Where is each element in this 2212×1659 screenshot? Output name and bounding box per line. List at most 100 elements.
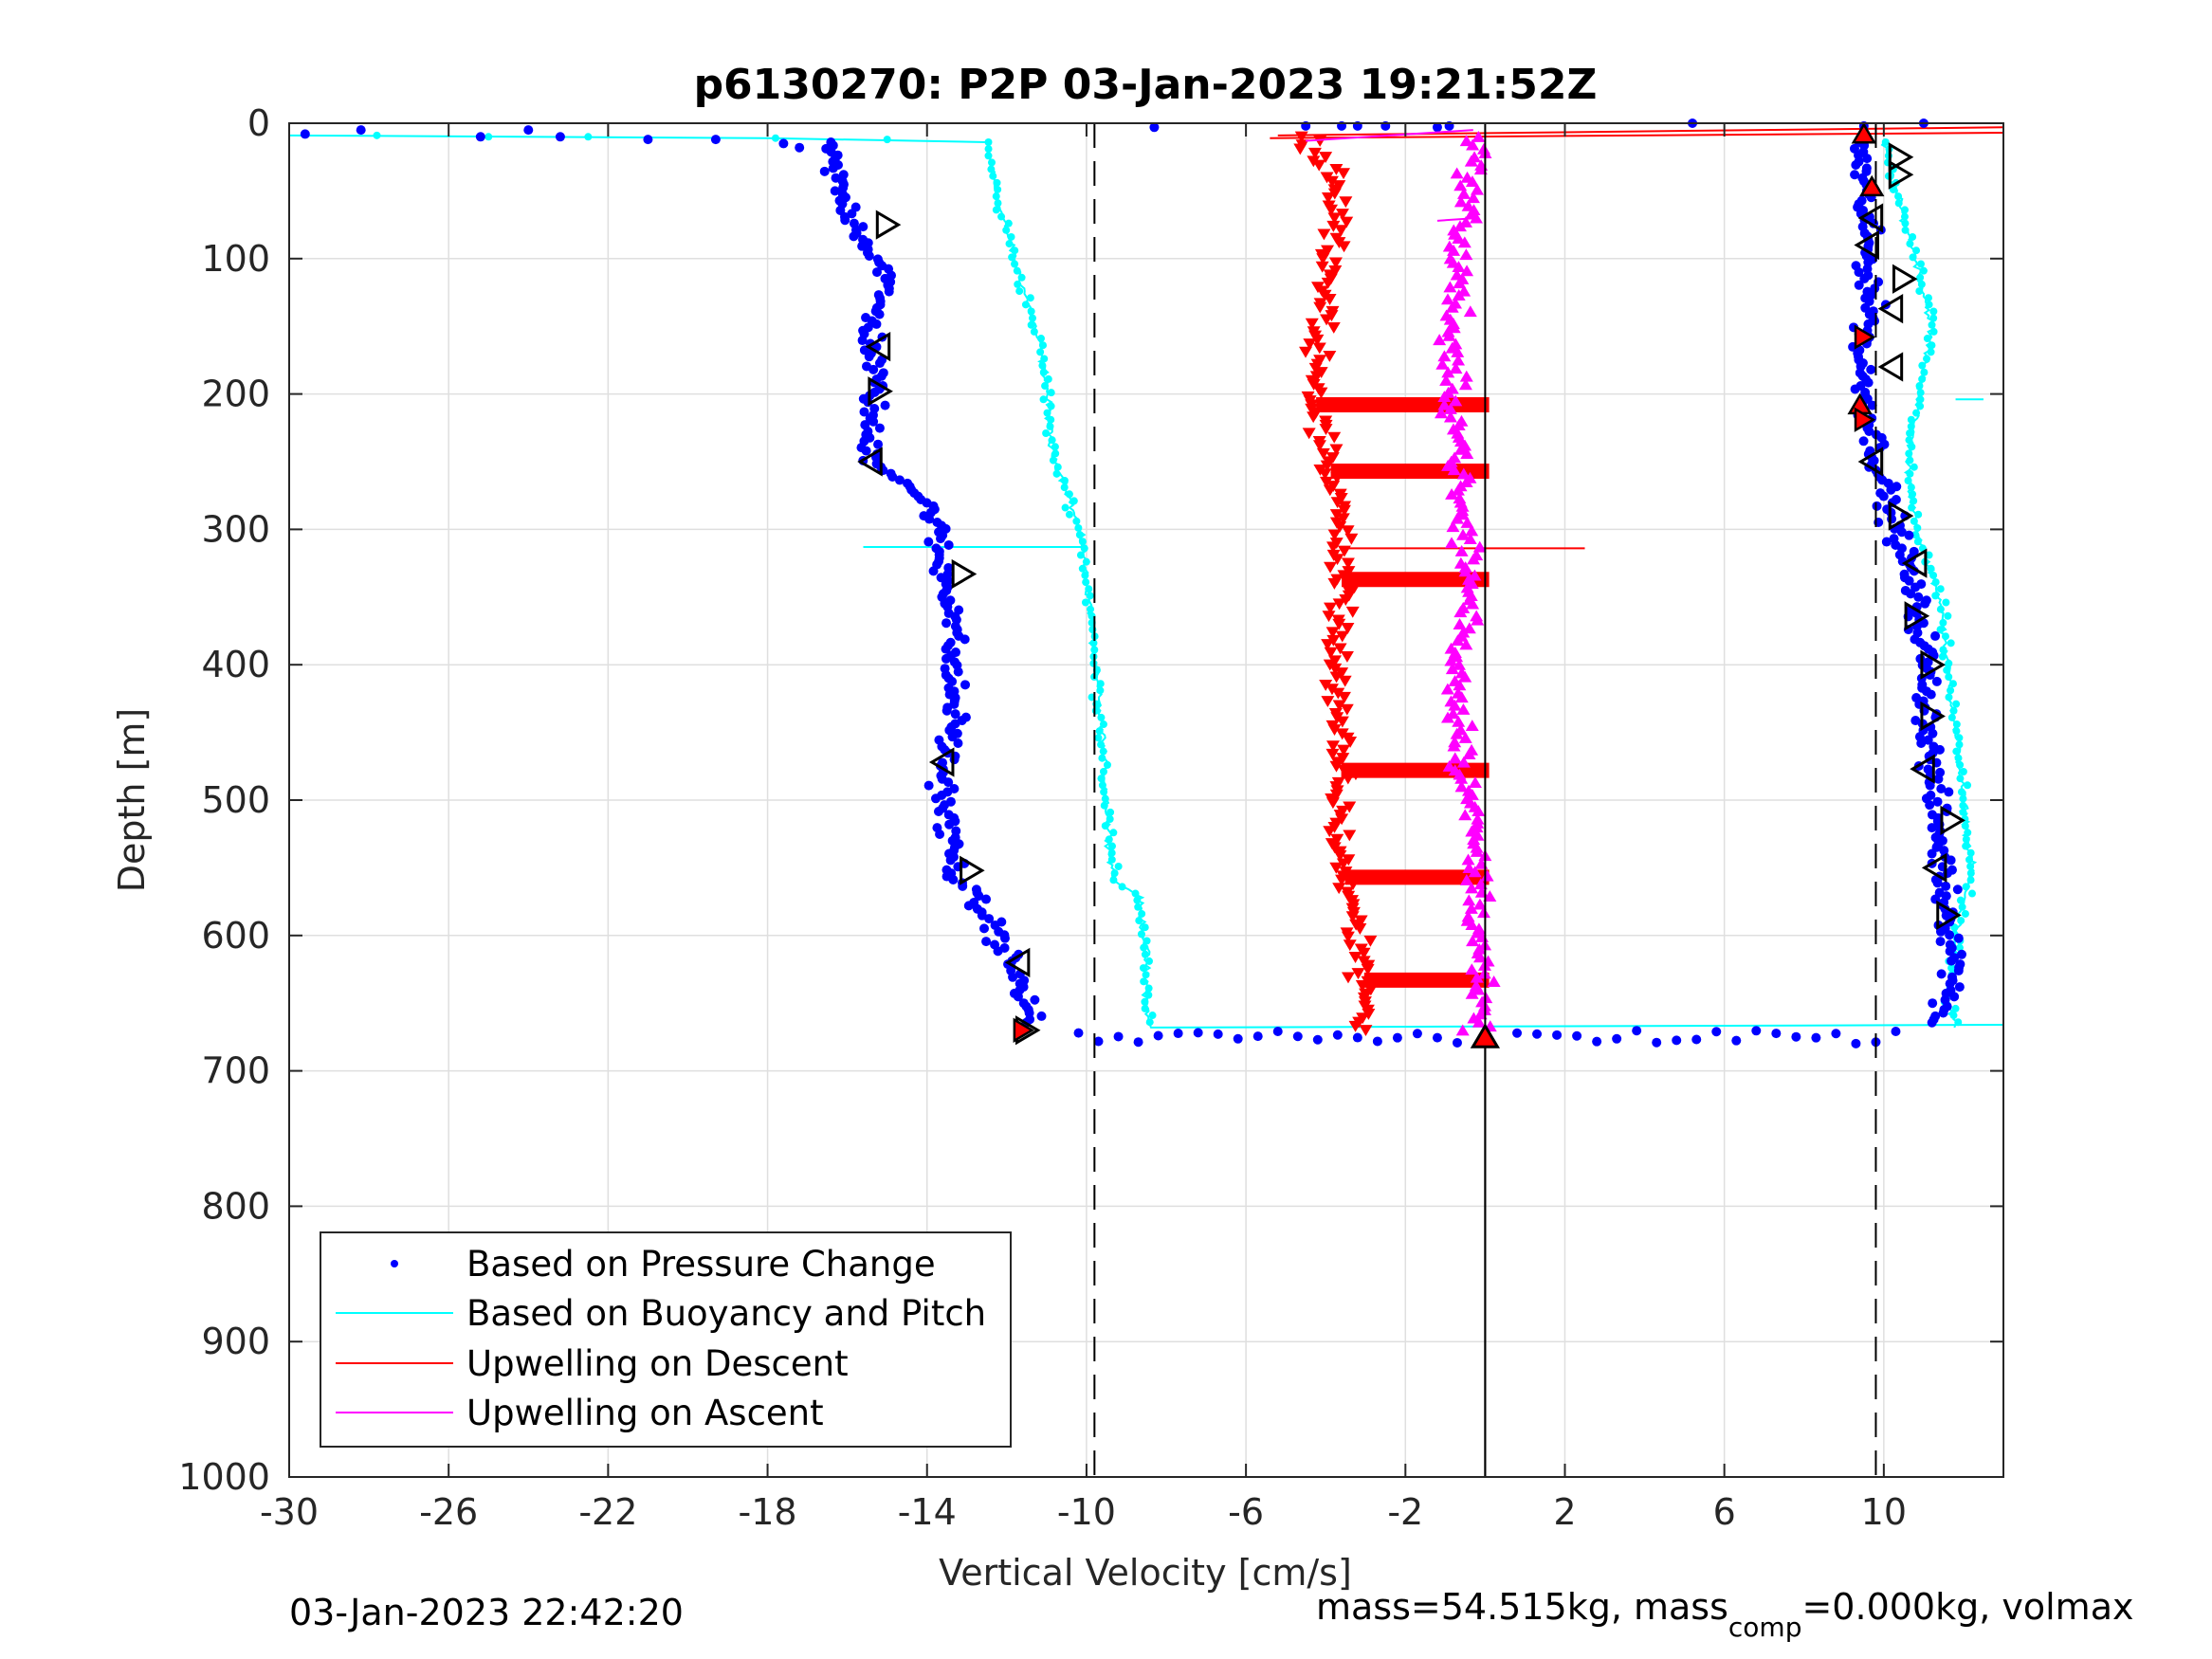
highlight-marker (1854, 407, 1876, 432)
buoyancy-point (1072, 517, 1081, 525)
buoyancy-point (1931, 578, 1940, 587)
buoyancy-point (1097, 740, 1106, 749)
pressure-point (1252, 1031, 1263, 1042)
ascent-upwelling-point (1458, 809, 1472, 821)
pressure-point (960, 634, 970, 645)
pressure-point (873, 439, 884, 449)
buoyancy-point (1920, 368, 1929, 376)
buoyancy-point (1954, 754, 1963, 762)
ascent-upwelling-point (1460, 516, 1474, 528)
ascent-upwelling-point (1466, 138, 1480, 151)
direction-marker (1877, 294, 1904, 324)
ascent-upwelling-point (1465, 720, 1479, 732)
buoyancy-point (984, 137, 993, 146)
buoyancy-point (1087, 605, 1095, 613)
buoyancy-point (1141, 950, 1149, 958)
buoyancy-point (1925, 301, 1933, 309)
buoyancy-point (1910, 463, 1918, 471)
y-tick-label: 600 (201, 915, 270, 957)
descent-upwelling-point (1357, 947, 1371, 959)
pressure-point (830, 186, 840, 196)
descent-upwelling-point (1362, 1009, 1376, 1020)
descent-upwelling-point (1318, 468, 1332, 481)
buoyancy-point (1929, 314, 1938, 322)
ascent-upwelling-point (1453, 679, 1467, 691)
ascent-upwelling-point (1466, 191, 1480, 204)
pressure-point (1771, 1029, 1782, 1039)
pressure-point (1945, 930, 1955, 940)
ascent-upwelling-point (1441, 459, 1455, 471)
pressure-point (894, 475, 905, 485)
buoyancy-point (1053, 463, 1062, 471)
ascent-upwelling-point (1468, 569, 1482, 581)
buoyancy-point (1089, 639, 1098, 647)
buoyancy-point (1929, 327, 1938, 336)
pressure-point (1862, 154, 1873, 164)
buoyancy-point (1968, 889, 1977, 898)
ascent-upwelling-point (1447, 739, 1461, 752)
ascent-upwelling-point (1440, 711, 1454, 723)
buoyancy-point (988, 158, 996, 167)
pressure-point (1149, 122, 1160, 133)
buoyancy-bottom-line (1150, 1024, 2004, 1029)
buoyancy-point (1140, 943, 1148, 952)
x-tick-label: -26 (419, 1491, 478, 1533)
pressure-point (984, 914, 995, 924)
pressure-point (1854, 267, 1864, 278)
highlight-marker (1013, 1017, 1035, 1043)
highlight-marker (1851, 122, 1877, 144)
pressure-point (936, 534, 946, 544)
descent-upwelling-point (1348, 952, 1362, 963)
pressure-point (874, 309, 885, 319)
pressure-point (1332, 1030, 1343, 1040)
buoyancy-point (1917, 280, 1926, 288)
pressure-point (1925, 780, 1935, 791)
buoyancy-point (1906, 469, 1914, 478)
buoyancy-point (1037, 335, 1046, 343)
ascent-upwelling-point (1453, 195, 1468, 208)
pressure-point (1935, 937, 1946, 947)
ascent-upwelling-point (1454, 691, 1469, 703)
ascent-upwelling-point (1443, 281, 1457, 293)
buoyancy-point (1962, 835, 1970, 844)
data-series (288, 118, 2004, 1048)
buoyancy-point (1101, 794, 1109, 803)
descent-upwelling-point (1361, 963, 1375, 975)
descent-upwelling-point (1348, 1020, 1362, 1032)
ascent-upwelling-point (1457, 236, 1472, 248)
legend-swatch-pressure (391, 1260, 398, 1267)
ascent-upwelling-point (1444, 654, 1458, 666)
buoyancy-point (1082, 557, 1090, 566)
ascent-upwelling-point (1473, 878, 1488, 890)
pressure-point (1432, 122, 1442, 133)
buoyancy-point (1144, 984, 1153, 993)
pressure-point (1913, 592, 1924, 602)
buoyancy-point (1909, 253, 1917, 262)
ascent-upwelling-point (1459, 135, 1473, 147)
pressure-point (1312, 1034, 1323, 1045)
descent-upwelling-point (1328, 663, 1343, 675)
pressure-point (795, 142, 805, 153)
ascent-upwelling-point (1453, 606, 1468, 618)
buoyancy-point (1141, 997, 1149, 1006)
buoyancy-point (1959, 794, 1967, 803)
pressure-point (1272, 1026, 1283, 1036)
pressure-point (1030, 994, 1040, 1005)
descent-upwelling-point (1337, 570, 1351, 582)
buoyancy-point (1907, 422, 1915, 430)
buoyancy-point (1097, 713, 1106, 721)
descent-upwelling-point (1343, 801, 1357, 813)
buoyancy-point (1947, 713, 1956, 721)
ascent-upwelling-point (1453, 277, 1467, 289)
buoyancy-point (1945, 673, 1953, 682)
ascent-upwelling-point (1471, 613, 1485, 626)
pressure-point (1896, 527, 1907, 538)
ascent-upwelling-point (1437, 350, 1452, 362)
buoyancy-point (883, 136, 891, 144)
buoyancy-point (1091, 706, 1100, 715)
pressure-point (979, 923, 990, 934)
pressure-point (874, 423, 885, 433)
buoyancy-point (771, 134, 779, 142)
pressure-point (1931, 676, 1942, 686)
descent-upwelling-point (1335, 716, 1349, 728)
